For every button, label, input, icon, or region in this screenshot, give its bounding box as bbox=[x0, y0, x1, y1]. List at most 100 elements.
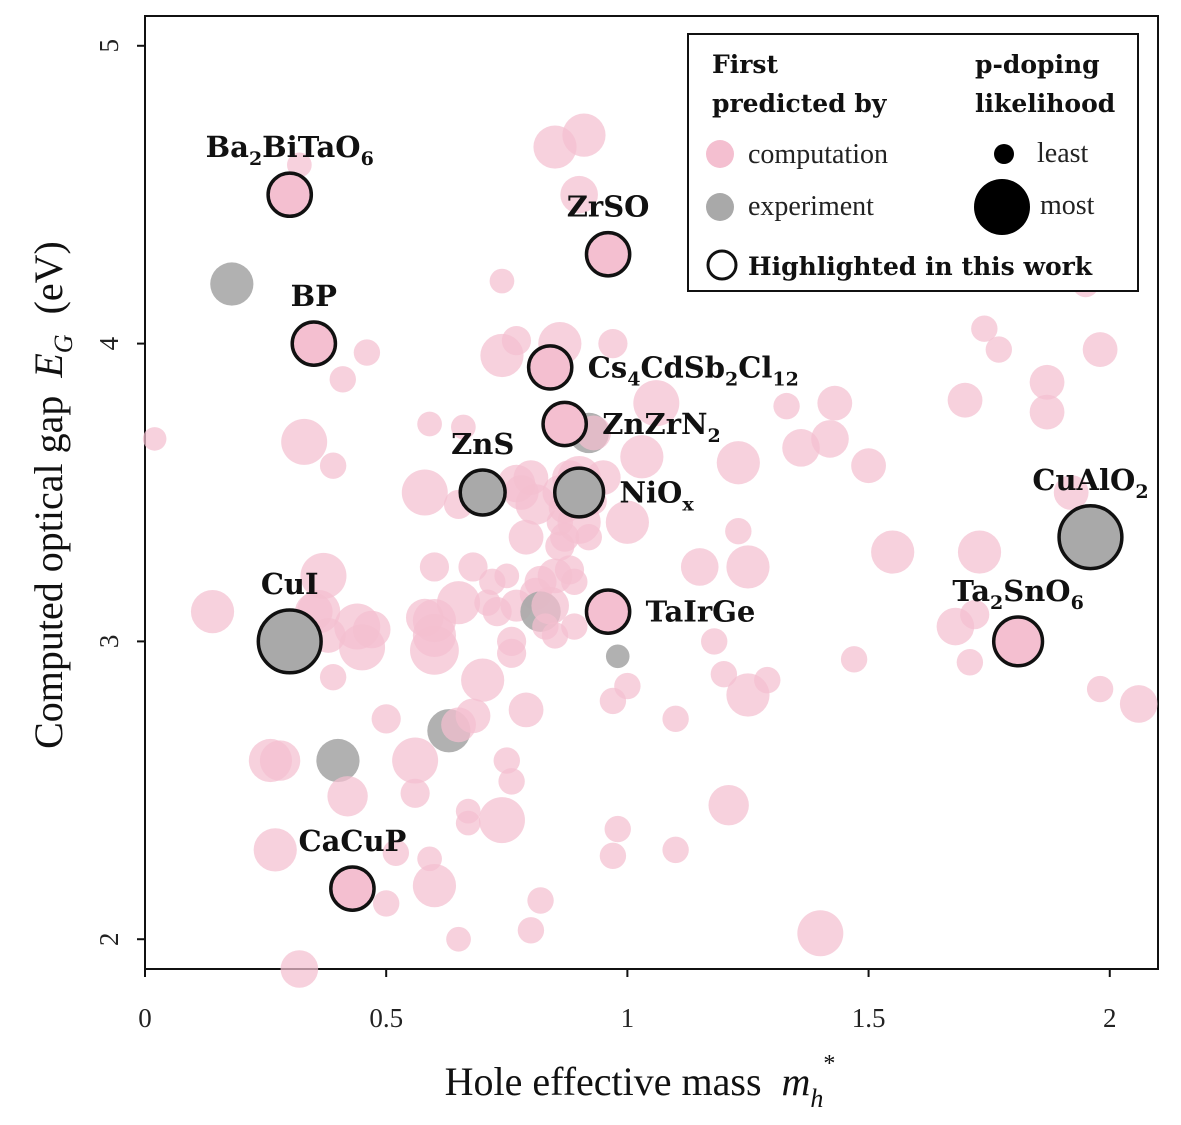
highlight-marker-cacup bbox=[329, 865, 376, 912]
point-computation-98 bbox=[599, 842, 627, 870]
label-part: x bbox=[682, 494, 694, 516]
label-part: NiO bbox=[620, 476, 683, 510]
highlight-label-znzrn2: ZnZrN2 bbox=[602, 407, 720, 447]
highlight-marker-bp bbox=[290, 320, 338, 367]
point-computation-1 bbox=[190, 590, 235, 634]
point-computation-22 bbox=[371, 704, 401, 734]
y-axis-unit: (eV) bbox=[26, 241, 71, 314]
y-tick-label: 3 bbox=[94, 635, 124, 649]
highlight-marker-niox bbox=[552, 466, 606, 519]
legend-col2-title-line1: p-doping bbox=[975, 50, 1100, 79]
point-computation-109 bbox=[701, 628, 728, 655]
label-part: CaCuP bbox=[299, 824, 407, 858]
point-computation-126 bbox=[947, 382, 983, 418]
highlight-label-zrso: ZrSO bbox=[567, 190, 650, 224]
point-computation-17 bbox=[327, 776, 368, 817]
label-part: 12 bbox=[772, 368, 798, 390]
label-part: ZrSO bbox=[567, 190, 650, 224]
point-computation-117 bbox=[773, 392, 800, 420]
point-computation-0 bbox=[142, 427, 167, 451]
point-computation-47 bbox=[461, 658, 505, 702]
point-computation-8 bbox=[281, 418, 328, 465]
legend-experiment-marker bbox=[706, 193, 734, 221]
point-computation-38 bbox=[446, 926, 471, 952]
label-part: 2 bbox=[990, 592, 1003, 614]
x-axis-title-text: Hole effective mass bbox=[445, 1059, 762, 1104]
point-computation-104 bbox=[620, 435, 664, 479]
y-axis-title: Computed optical gap EG (eV) bbox=[26, 241, 81, 749]
point-experiment-2 bbox=[210, 262, 254, 306]
highlight-label-ta2sno6: Ta2SnO6 bbox=[952, 574, 1083, 614]
point-computation-130 bbox=[971, 315, 998, 342]
point-computation-36 bbox=[412, 864, 457, 908]
point-computation-4 bbox=[259, 740, 301, 781]
point-computation-108 bbox=[680, 548, 719, 586]
point-computation-31 bbox=[417, 411, 442, 437]
point-computation-90 bbox=[560, 175, 598, 214]
highlight-marker-zrso bbox=[584, 230, 632, 278]
highlight-marker-ta2sno6 bbox=[991, 615, 1045, 668]
label-part: CuAlO bbox=[1032, 463, 1135, 497]
y-axis-symbol: E bbox=[26, 353, 71, 378]
x-tick-label: 1.5 bbox=[852, 1003, 886, 1033]
point-computation-54 bbox=[478, 797, 525, 844]
legend-col2-title-line2: likelihood bbox=[975, 89, 1115, 118]
highlight-label-niox: NiOx bbox=[620, 476, 695, 516]
legend-col1-title-line2: predicted by bbox=[712, 89, 888, 118]
y-tick-label: 2 bbox=[94, 932, 124, 946]
point-computation-106 bbox=[662, 836, 689, 864]
point-computation-129 bbox=[957, 530, 1002, 574]
legend-computation-label: computation bbox=[748, 139, 888, 170]
highlight-label-tairge: TaIrGe bbox=[646, 595, 756, 629]
point-computation-91 bbox=[562, 113, 606, 157]
point-computation-112 bbox=[725, 518, 752, 545]
point-computation-45 bbox=[458, 552, 488, 582]
label-part: 2 bbox=[725, 368, 738, 390]
label-part: 4 bbox=[627, 368, 640, 390]
point-computation-28 bbox=[401, 469, 448, 516]
point-computation-56 bbox=[493, 747, 520, 774]
point-computation-13 bbox=[319, 663, 347, 691]
point-computation-74 bbox=[531, 586, 569, 625]
point-computation-34 bbox=[419, 552, 450, 582]
highlight-label-bp: BP bbox=[291, 279, 338, 313]
point-computation-111 bbox=[708, 785, 749, 826]
x-axis-symbol: m bbox=[782, 1059, 811, 1104]
point-computation-10 bbox=[300, 552, 347, 599]
x-tick-label: 1 bbox=[621, 1003, 635, 1033]
point-computation-86 bbox=[561, 568, 588, 596]
legend-computation-marker bbox=[706, 140, 734, 168]
y-tick-label: 5 bbox=[94, 39, 124, 53]
label-part: 2 bbox=[707, 425, 720, 447]
point-computation-110 bbox=[710, 660, 738, 688]
point-computation-114 bbox=[726, 545, 770, 589]
legend-least-marker bbox=[994, 144, 1014, 164]
point-computation-25 bbox=[287, 152, 312, 178]
point-computation-59 bbox=[497, 626, 527, 657]
highlight-label-cui: CuI bbox=[261, 567, 319, 601]
label-part: ZnS bbox=[451, 427, 514, 461]
x-tick-label: 2 bbox=[1103, 1003, 1117, 1033]
point-computation-66 bbox=[517, 917, 545, 944]
point-computation-26 bbox=[392, 737, 439, 784]
point-computation-118 bbox=[782, 429, 820, 467]
point-computation-113 bbox=[716, 441, 760, 485]
label-part: CuI bbox=[261, 567, 319, 601]
point-computation-44 bbox=[455, 810, 481, 836]
point-computation-65 bbox=[508, 692, 544, 728]
x-axis-symbol-sup: * bbox=[823, 1051, 835, 1077]
point-computation-137 bbox=[1082, 332, 1118, 367]
point-computation-99 bbox=[598, 328, 628, 359]
point-computation-5 bbox=[253, 828, 297, 872]
x-tick-label: 0.5 bbox=[369, 1003, 403, 1033]
point-computation-127 bbox=[956, 649, 984, 676]
point-experiment-15 bbox=[316, 738, 360, 783]
point-computation-107 bbox=[662, 705, 689, 733]
y-axis-symbol-sub: G bbox=[49, 334, 78, 353]
point-computation-131 bbox=[985, 336, 1013, 363]
legend-experiment-label: experiment bbox=[748, 191, 874, 222]
point-computation-122 bbox=[840, 646, 868, 673]
highlight-marker-cs4cdsb2cl12 bbox=[526, 344, 574, 391]
point-computation-62 bbox=[501, 326, 532, 356]
legend-box bbox=[687, 33, 1139, 292]
